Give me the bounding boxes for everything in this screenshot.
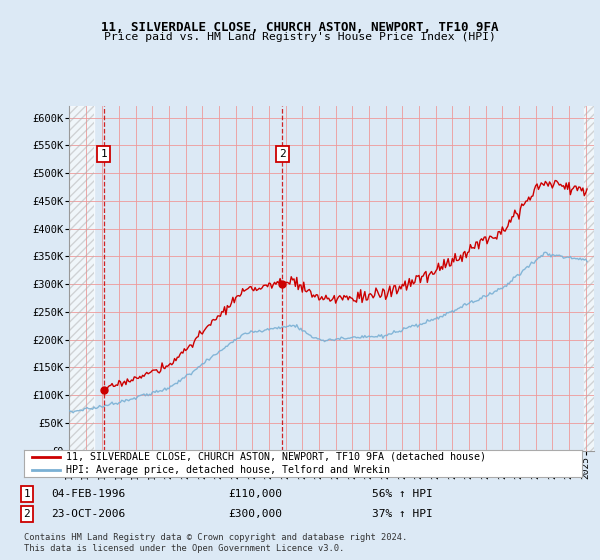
Bar: [69, 106, 94, 451]
Text: 1: 1: [100, 148, 107, 158]
Text: 37% ↑ HPI: 37% ↑ HPI: [372, 509, 433, 519]
Text: 11, SILVERDALE CLOSE, CHURCH ASTON, NEWPORT, TF10 9FA: 11, SILVERDALE CLOSE, CHURCH ASTON, NEWP…: [101, 21, 499, 34]
Bar: [584, 106, 594, 451]
Bar: [584, 106, 594, 451]
Text: Contains HM Land Registry data © Crown copyright and database right 2024.
This d: Contains HM Land Registry data © Crown c…: [24, 533, 407, 553]
Text: 1: 1: [23, 489, 31, 499]
Text: 2: 2: [23, 509, 31, 519]
Text: 23-OCT-2006: 23-OCT-2006: [51, 509, 125, 519]
Text: HPI: Average price, detached house, Telford and Wrekin: HPI: Average price, detached house, Telf…: [66, 465, 390, 475]
Text: 11, SILVERDALE CLOSE, CHURCH ASTON, NEWPORT, TF10 9FA (detached house): 11, SILVERDALE CLOSE, CHURCH ASTON, NEWP…: [66, 452, 486, 462]
Text: Price paid vs. HM Land Registry's House Price Index (HPI): Price paid vs. HM Land Registry's House …: [104, 32, 496, 43]
Text: 2: 2: [279, 148, 286, 158]
Text: 04-FEB-1996: 04-FEB-1996: [51, 489, 125, 499]
Text: 56% ↑ HPI: 56% ↑ HPI: [372, 489, 433, 499]
Text: £300,000: £300,000: [228, 509, 282, 519]
Bar: [69, 106, 94, 451]
Text: £110,000: £110,000: [228, 489, 282, 499]
